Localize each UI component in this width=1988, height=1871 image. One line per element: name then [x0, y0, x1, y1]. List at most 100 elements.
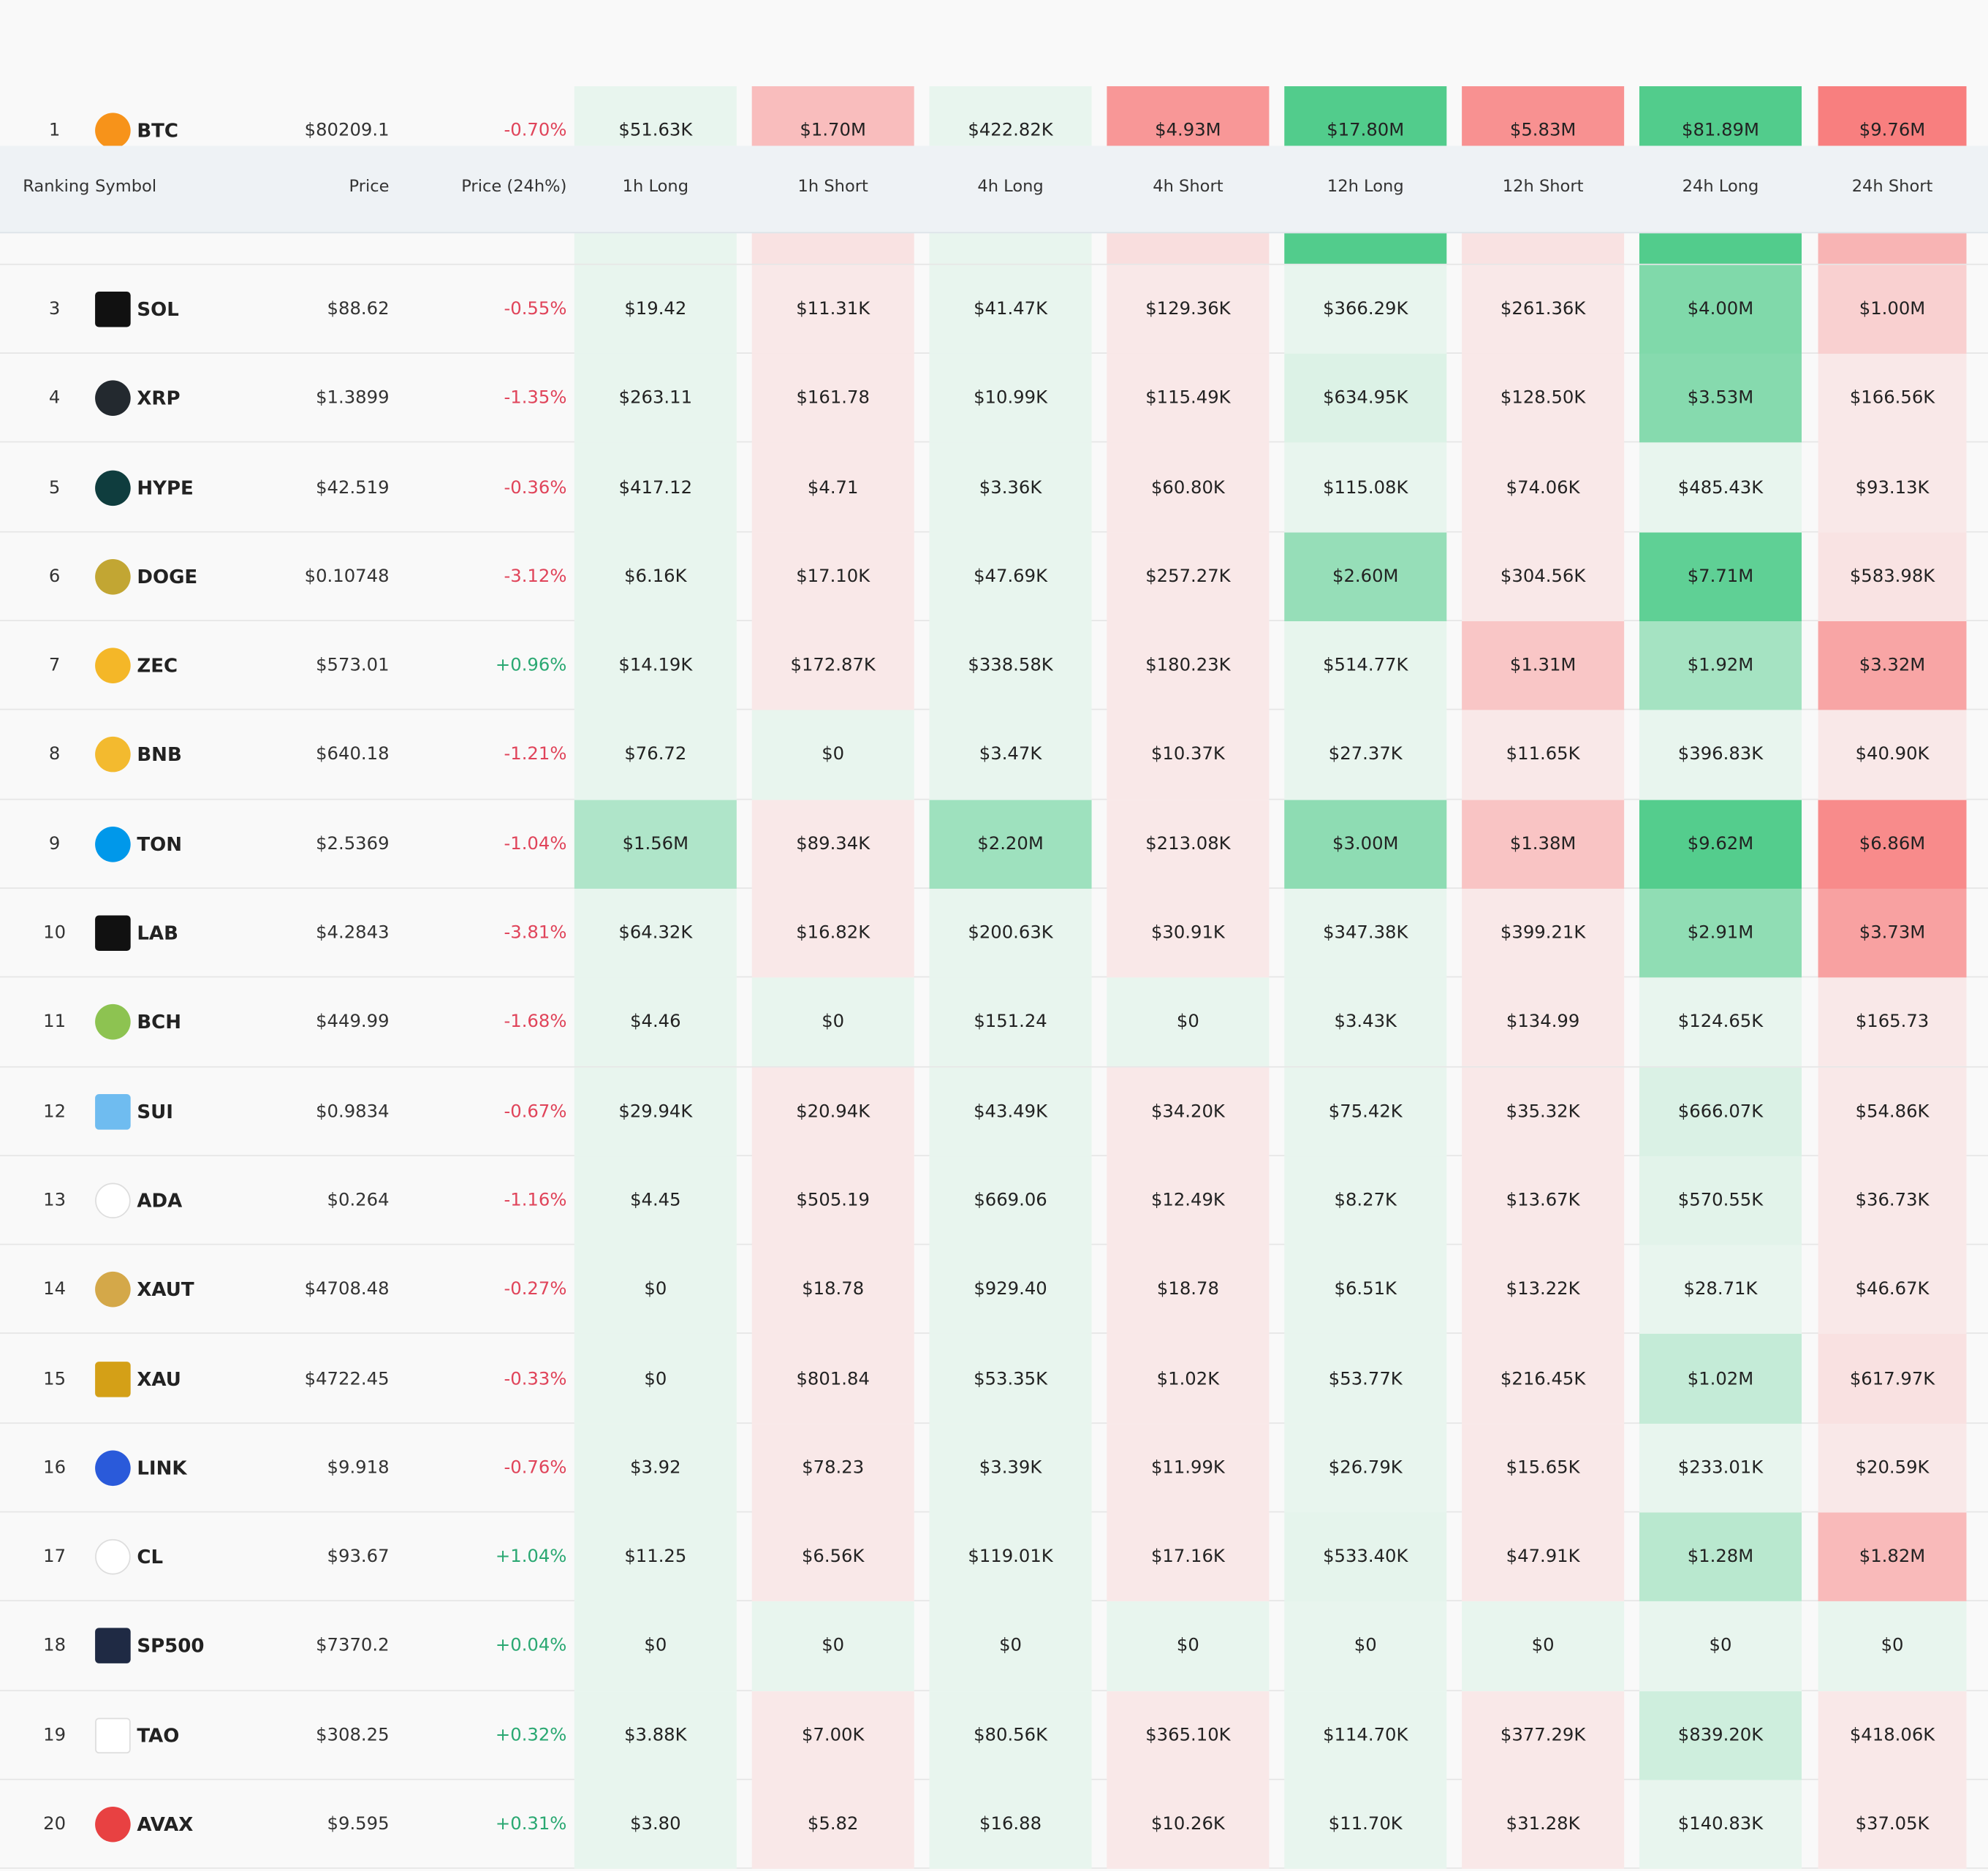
price-change: +0.04% [495, 1636, 567, 1657]
liquidation-cell: $75.42K [1284, 1066, 1447, 1156]
liquidation-cell: $26.79K [1284, 1423, 1447, 1513]
price: $0.9834 [316, 1101, 390, 1122]
coin-icon [95, 291, 131, 327]
price-change: -1.35% [504, 388, 567, 409]
coin-icon [95, 1093, 131, 1129]
liquidation-cell: $4.71 [751, 443, 914, 533]
liquidation-cell: $617.97K [1818, 1334, 1967, 1424]
liquidation-cell: $134.99 [1462, 977, 1625, 1067]
price-change: -0.55% [504, 299, 567, 320]
symbol: LAB [137, 922, 178, 945]
price-change: -0.67% [504, 1101, 567, 1122]
liquidation-cell: $0 [574, 1334, 737, 1424]
rank: 3 [48, 299, 61, 320]
coin-icon [95, 558, 131, 595]
liquidation-cell: $13.22K [1462, 1245, 1625, 1335]
coin-icon [95, 648, 131, 684]
liquidation-cell: $257.27K [1107, 532, 1270, 621]
liquidation-cell: $20.59K [1818, 1423, 1967, 1513]
liquidation-cell: $27.37K [1284, 710, 1447, 800]
symbol: BNB [137, 743, 182, 767]
liquidation-cell: $801.84 [751, 1334, 914, 1424]
liquidation-cell: $16.88 [929, 1780, 1092, 1870]
top-blank [0, 0, 1988, 86]
coin-icon [95, 380, 131, 417]
liquidation-cell: $0 [929, 1601, 1092, 1691]
liquidation-cell: $76.72 [574, 710, 737, 800]
coin-icon [95, 737, 131, 773]
rank: 20 [43, 1814, 67, 1835]
liquidation-cell: $1.82M [1818, 1512, 1967, 1602]
rank: 17 [43, 1546, 67, 1568]
rank: 1 [48, 121, 61, 142]
liquidation-cell: $338.58K [929, 621, 1092, 710]
liquidation-cell: $0 [751, 710, 914, 800]
liquidation-cell: $89.34K [751, 799, 914, 889]
rank: 9 [48, 833, 61, 854]
symbol: XAU [137, 1367, 181, 1391]
liquidation-cell: $0 [751, 977, 914, 1067]
liquidation-cell: $172.87K [751, 621, 914, 710]
liquidation-cell: $5.82 [751, 1780, 914, 1870]
liquidation-cell: $34.20K [1107, 1066, 1270, 1156]
price-change: -1.21% [504, 745, 567, 765]
price: $80209.1 [304, 121, 390, 142]
price-change: -0.33% [504, 1368, 567, 1389]
liquidation-cell: $3.53M [1639, 354, 1802, 444]
liquidation-cell: $128.50K [1462, 354, 1625, 444]
liquidation-cell: $0 [1107, 977, 1270, 1067]
rank: 4 [48, 388, 61, 409]
symbol: TON [137, 832, 183, 856]
liquidation-cell: $10.37K [1107, 710, 1270, 800]
symbol: LINK [137, 1456, 187, 1480]
header-label: 4h Short [1153, 177, 1223, 197]
liquidation-cell: $40.90K [1818, 710, 1967, 800]
symbol: SP500 [137, 1634, 205, 1658]
liquidation-cell: $43.49K [929, 1066, 1092, 1156]
liquidation-cell: $3.43K [1284, 977, 1447, 1067]
price: $640.18 [316, 745, 390, 765]
header-label: 24h Long [1682, 177, 1759, 197]
liquidation-cell: $2.60M [1284, 532, 1447, 621]
liquidation-cell: $36.73K [1818, 1155, 1967, 1245]
liquidation-cell: $4.45 [574, 1155, 737, 1245]
liquidation-cell: $4.46 [574, 977, 737, 1067]
liquidation-cell: $929.40 [929, 1245, 1092, 1335]
liquidation-cell: $2.20M [929, 799, 1092, 889]
price: $573.01 [316, 656, 390, 676]
liquidation-cell: $6.16K [574, 532, 737, 621]
liquidation-cell: $17.10K [751, 532, 914, 621]
liquidation-cell: $93.13K [1818, 443, 1967, 533]
liquidation-cell: $4.00M [1639, 265, 1802, 354]
header-label: 1h Short [797, 177, 868, 197]
liquidation-cell: $46.67K [1818, 1245, 1967, 1335]
symbol: ADA [137, 1189, 183, 1212]
liquidation-cell: $0 [1462, 1601, 1625, 1691]
symbol: DOGE [137, 565, 198, 588]
liquidation-cell: $3.00M [1284, 799, 1447, 889]
liquidation-cell: $11.99K [1107, 1423, 1270, 1513]
liquidation-cell: $10.99K [929, 354, 1092, 444]
rank: 19 [43, 1725, 67, 1746]
liquidation-cell: $1.56M [574, 799, 737, 889]
price: $42.519 [316, 477, 390, 498]
liquidation-cell: $9.62M [1639, 799, 1802, 889]
header-label: 12h Long [1327, 177, 1404, 197]
rank: 5 [48, 477, 61, 498]
liquidation-cell: $166.56K [1818, 354, 1967, 444]
liquidation-cell: $18.78 [751, 1245, 914, 1335]
liquidation-cell: $418.06K [1818, 1690, 1967, 1780]
price-change: +0.32% [495, 1725, 567, 1746]
liquidation-cell: $514.77K [1284, 621, 1447, 710]
liquidation-cell: $74.06K [1462, 443, 1625, 533]
liquidation-cell: $114.70K [1284, 1690, 1447, 1780]
symbol: XRP [137, 387, 181, 410]
symbol: SUI [137, 1100, 173, 1123]
liquidation-cell: $533.40K [1284, 1512, 1447, 1602]
liquidation-cell: $119.01K [929, 1512, 1092, 1602]
liquidation-cell: $396.83K [1639, 710, 1802, 800]
rank: 12 [43, 1101, 67, 1122]
header-label: Symbol [95, 177, 157, 197]
symbol: ZEC [137, 654, 178, 678]
header-label: 4h Long [977, 177, 1044, 197]
